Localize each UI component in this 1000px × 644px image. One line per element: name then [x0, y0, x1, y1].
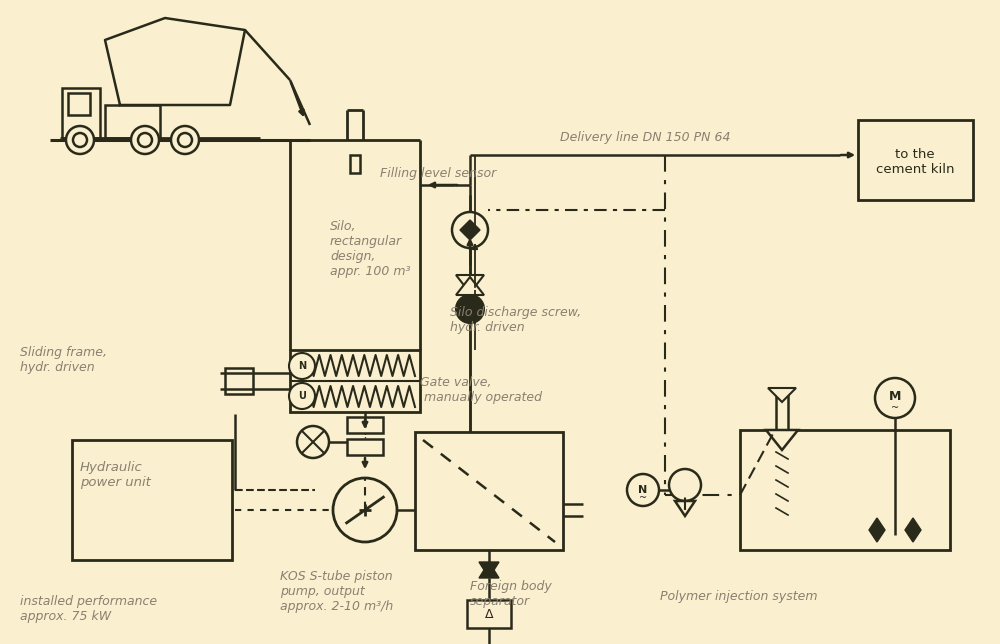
Circle shape [138, 133, 152, 147]
Circle shape [73, 133, 87, 147]
Text: KOS S-tube piston
pump, output
approx. 2-10 m³/h: KOS S-tube piston pump, output approx. 2… [280, 570, 393, 613]
Text: installed performance
approx. 75 kW: installed performance approx. 75 kW [20, 595, 157, 623]
Circle shape [452, 212, 488, 248]
Text: Delivery line DN 150 PN 64: Delivery line DN 150 PN 64 [560, 131, 730, 144]
Bar [105, 105, 160, 138]
Polygon shape [766, 430, 798, 450]
Polygon shape [105, 18, 245, 105]
Text: Sliding frame,
hydr. driven: Sliding frame, hydr. driven [20, 346, 107, 374]
Circle shape [297, 426, 329, 458]
Bar [858, 120, 973, 200]
Text: Silo,
rectangular
design,
appr. 100 m³: Silo, rectangular design, appr. 100 m³ [330, 220, 411, 278]
Polygon shape [675, 501, 695, 516]
Bar [347, 417, 383, 433]
Circle shape [875, 378, 915, 418]
Bar [350, 155, 360, 173]
Text: U: U [298, 391, 306, 401]
Polygon shape [869, 518, 885, 542]
Text: N: N [638, 485, 648, 495]
Bar [347, 439, 383, 455]
Polygon shape [905, 518, 921, 542]
Bar [72, 440, 232, 560]
Circle shape [178, 133, 192, 147]
Circle shape [456, 295, 484, 323]
Circle shape [131, 126, 159, 154]
Circle shape [66, 126, 94, 154]
Circle shape [289, 383, 315, 409]
Bar [776, 390, 788, 430]
Polygon shape [456, 277, 484, 295]
Bar [415, 432, 563, 550]
Text: Silo discharge screw,
hydr. driven: Silo discharge screw, hydr. driven [450, 306, 581, 334]
Text: N: N [298, 361, 306, 371]
Bar [225, 368, 253, 394]
Text: Filling level sensor: Filling level sensor [380, 167, 496, 180]
Bar [290, 350, 420, 412]
Circle shape [333, 478, 397, 542]
Text: Δ: Δ [485, 607, 493, 621]
Text: to the
cement kiln: to the cement kiln [876, 148, 954, 176]
Text: ~: ~ [891, 403, 899, 413]
Circle shape [171, 126, 199, 154]
Bar [68, 93, 90, 115]
Circle shape [627, 474, 659, 506]
Polygon shape [460, 220, 480, 240]
Polygon shape [479, 562, 499, 578]
Bar [740, 430, 950, 550]
Bar [467, 600, 511, 628]
Text: M: M [889, 390, 901, 402]
Text: Hydraulic
power unit: Hydraulic power unit [80, 461, 151, 489]
Circle shape [289, 353, 315, 379]
Text: ~: ~ [639, 493, 647, 503]
Bar [62, 88, 100, 138]
Circle shape [669, 469, 701, 501]
Text: Foreign body
separator: Foreign body separator [470, 580, 552, 608]
Text: Gate valve,
 manually operated: Gate valve, manually operated [420, 376, 542, 404]
Polygon shape [456, 275, 484, 293]
Text: Polymer injection system: Polymer injection system [660, 590, 818, 603]
Polygon shape [479, 562, 499, 578]
Polygon shape [768, 388, 796, 402]
